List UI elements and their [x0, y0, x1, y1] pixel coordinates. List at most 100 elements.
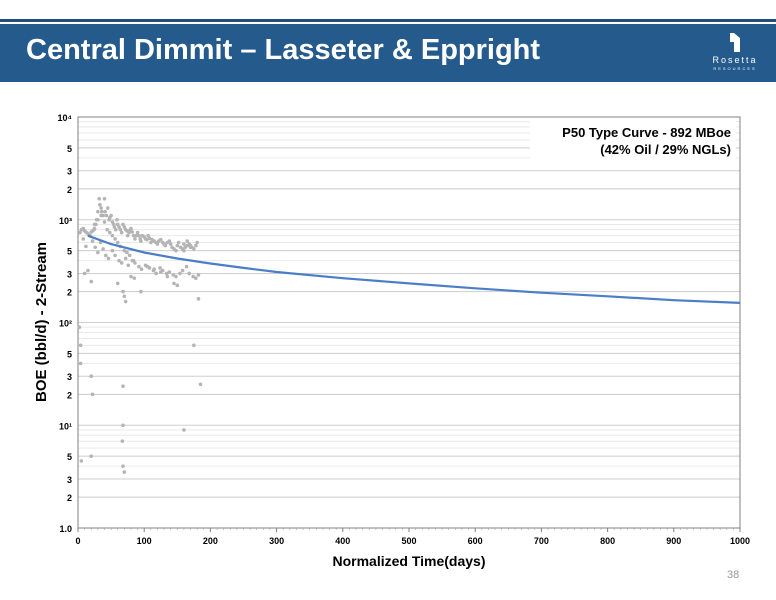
y-tick-labels: 1.0 2 3 5 10¹ 2 3 5 10² 2 3 5 10³ 2 3 5 10⁴	[58, 113, 72, 534]
scatter-point	[180, 268, 185, 273]
scatter-point	[158, 266, 162, 270]
scatter-point	[112, 225, 117, 229]
scatter-point	[127, 230, 131, 235]
logo-subtitle: RESOURCES	[713, 66, 757, 71]
scatter-point	[118, 227, 123, 232]
x-tick-label: 0	[75, 536, 80, 546]
scatter-point	[102, 196, 107, 201]
scatter-point	[195, 240, 199, 245]
annotation-box	[530, 120, 736, 160]
scatter-point	[121, 423, 125, 428]
scatter-point	[82, 271, 87, 276]
scatter-point	[105, 227, 109, 232]
scatter-point	[117, 225, 121, 229]
scatter-point	[182, 248, 186, 253]
scatter-point	[185, 239, 190, 243]
annotation-line-2: (42% Oil / 29% NGLs)	[600, 142, 731, 157]
scatter-series	[77, 196, 203, 474]
scatter-point	[100, 209, 104, 214]
scatter-point	[98, 202, 102, 207]
page-number: 38	[727, 569, 740, 581]
scatter-point	[198, 382, 203, 387]
scatter-point	[139, 239, 143, 243]
scatter-point	[125, 233, 130, 238]
x-tick-label: 200	[203, 536, 218, 546]
y-tick-label: 10³	[59, 216, 72, 226]
scatter-point	[171, 273, 176, 277]
scatter-point	[97, 196, 101, 201]
scatter-point	[182, 428, 186, 432]
scatter-point	[123, 299, 128, 304]
scatter-point	[139, 267, 144, 272]
company-logo: Rosetta RESOURCES	[700, 30, 770, 76]
scatter-point	[119, 230, 124, 235]
scatter-point	[145, 237, 149, 242]
scatter-point	[194, 243, 198, 248]
y-tick-label: 10²	[59, 319, 72, 329]
scatter-point	[122, 470, 127, 474]
y-tick-label: 3	[67, 372, 72, 382]
scatter-point	[119, 261, 124, 265]
scatter-point	[167, 239, 172, 243]
type-curve-line	[87, 234, 741, 304]
logo-mark-icon	[730, 33, 740, 52]
scatter-point	[99, 213, 103, 218]
x-axis-label: Normalized Time(days)	[332, 553, 485, 569]
scatter-point	[79, 459, 84, 463]
scatter-point	[174, 248, 178, 253]
scatter-point	[131, 258, 136, 263]
scatter-point	[90, 239, 95, 243]
y-tick-label: 2	[67, 493, 72, 503]
scatter-point	[96, 250, 100, 255]
scatter-point	[158, 237, 163, 242]
scatter-point	[154, 271, 158, 276]
scatter-point	[121, 384, 125, 388]
scatter-point	[155, 242, 160, 246]
scatter-point	[135, 230, 140, 235]
scatter-point	[113, 237, 117, 241]
scatter-point	[125, 250, 129, 255]
y-tick-label: 3	[67, 269, 72, 279]
x-tick-label: 500	[401, 536, 416, 546]
scatter-point	[137, 233, 141, 238]
scatter-point	[78, 361, 83, 366]
scatter-point	[163, 243, 168, 248]
scatter-point	[89, 454, 94, 458]
scatter-point	[115, 240, 120, 245]
scatter-point	[102, 220, 107, 224]
scatter-point	[122, 248, 127, 253]
scatter-point	[101, 247, 105, 251]
scatter-point	[165, 274, 170, 279]
scatter-point	[187, 271, 192, 276]
scatter-point	[192, 247, 196, 251]
scatter-point	[105, 206, 110, 210]
scatter-point	[92, 226, 97, 231]
y-tick-label: 5	[67, 349, 72, 359]
scatter-point	[168, 242, 173, 246]
title-banner: Central Dimmit – Lasseter & Eppright Ros…	[0, 24, 776, 82]
scatter-point	[172, 281, 176, 286]
scatter-point	[175, 283, 180, 288]
scatter-point	[158, 270, 163, 274]
x-tick-label: 400	[335, 536, 350, 546]
chart-grid	[78, 116, 740, 529]
scatter-point	[182, 242, 186, 246]
scatter-point	[178, 271, 182, 276]
scatter-point	[164, 271, 169, 276]
y-tick-label: 3	[67, 167, 72, 177]
scatter-point	[89, 374, 94, 379]
scatter-point	[84, 244, 88, 249]
header-top-rule	[0, 19, 776, 22]
scatter-point	[123, 256, 128, 261]
scatter-point	[104, 213, 109, 218]
scatter-point	[89, 279, 94, 284]
y-tick-label: 5	[67, 247, 72, 257]
scatter-point	[86, 268, 90, 273]
scatter-point	[106, 256, 111, 261]
scatter-point	[120, 439, 125, 443]
scatter-point	[81, 237, 86, 241]
scatter-point	[188, 245, 193, 250]
x-tick-label: 600	[468, 536, 483, 546]
scatter-point	[127, 253, 132, 258]
